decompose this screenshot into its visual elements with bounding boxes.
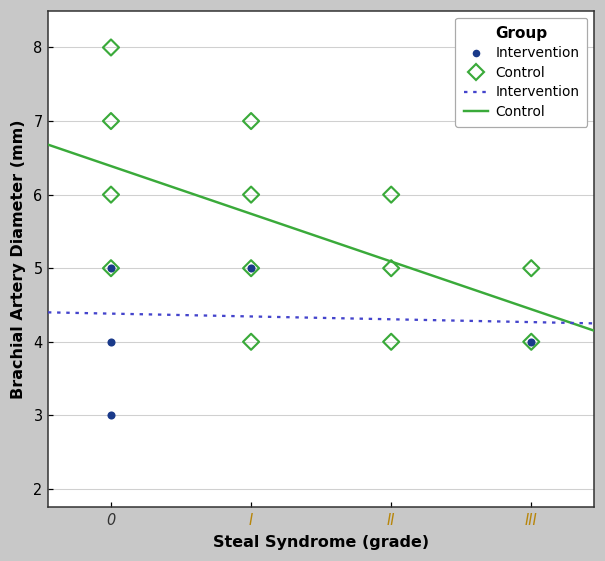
Point [246,264,256,273]
Point [526,264,536,273]
Point [246,190,256,199]
Point [106,43,116,52]
Point [106,264,116,273]
Point [387,337,396,346]
Point [387,264,396,273]
Point [526,337,536,346]
Point [106,117,116,126]
Legend: Intervention, Control, Intervention, Control: Intervention, Control, Intervention, Con… [456,17,587,127]
X-axis label: Steal Syndrome (grade): Steal Syndrome (grade) [213,535,429,550]
Point [106,190,116,199]
Point [387,190,396,199]
Point [246,264,256,273]
Point [246,117,256,126]
Y-axis label: Brachial Artery Diameter (mm): Brachial Artery Diameter (mm) [11,119,25,399]
Point [106,411,116,420]
Point [246,337,256,346]
Point [106,337,116,346]
Point [526,337,536,346]
Point [106,264,116,273]
